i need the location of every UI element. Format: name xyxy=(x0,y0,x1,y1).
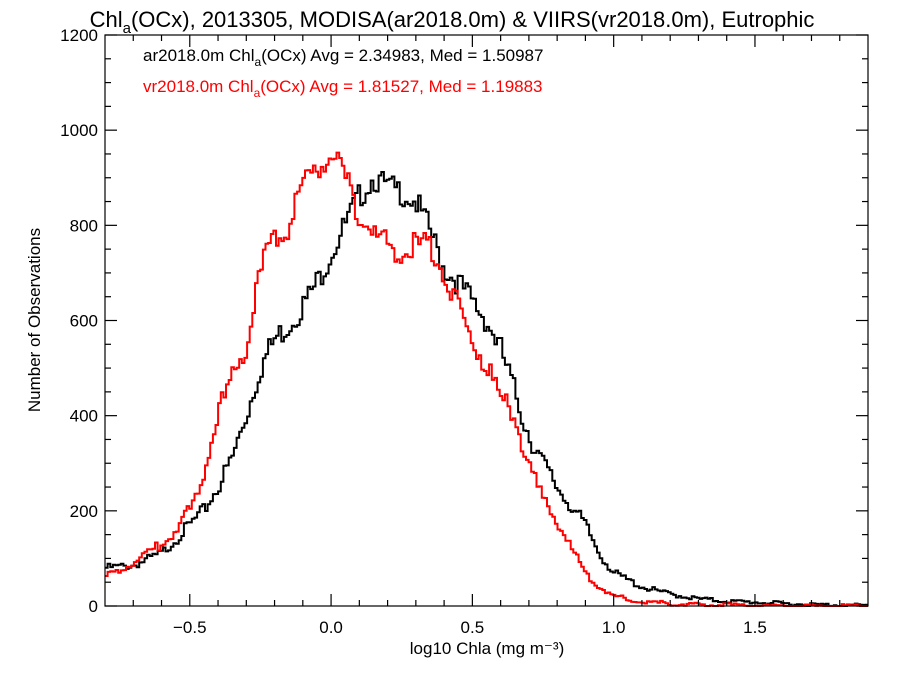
tick-layer: −0.5 0.0 0.5 1.0 1.5 0 200 400 600 800 1000 1200 xyxy=(60,26,868,637)
y-tick-label: 0 xyxy=(89,597,98,616)
chart-title-pre: Chl xyxy=(90,7,123,32)
legend-vr2018-sub: a xyxy=(254,86,261,100)
legend-entry-ar2018: ar2018.0m Chla(OCx) Avg = 2.34983, Med =… xyxy=(143,46,543,69)
x-tick-label: −0.5 xyxy=(173,618,207,637)
plot-frame xyxy=(104,34,869,607)
x-tick-label: 1.0 xyxy=(602,618,626,637)
series-layer xyxy=(105,151,868,607)
y-tick-label: 1000 xyxy=(60,121,98,140)
y-tick-label: 1200 xyxy=(60,26,98,45)
legend-entry-vr2018: vr2018.0m Chla(OCx) Avg = 1.81527, Med =… xyxy=(143,77,543,100)
legend-ar2018-post: (OCx) Avg = 2.34983, Med = 1.50987 xyxy=(261,46,543,65)
legend-vr2018-post: (OCx) Avg = 1.81527, Med = 1.19883 xyxy=(260,77,542,96)
y-tick-label: 200 xyxy=(70,502,98,521)
x-tick-label: 0.0 xyxy=(319,618,343,637)
legend-vr2018-pre: vr2018.0m Chl xyxy=(143,77,254,96)
x-tick-label: 0.5 xyxy=(461,618,485,637)
x-axis-label: log10 Chla (mg m⁻³) xyxy=(410,639,564,658)
y-tick-label: 400 xyxy=(70,407,98,426)
y-axis-label: Number of Observations xyxy=(25,228,44,412)
series-line-1 xyxy=(105,151,868,607)
x-tick-label: 1.5 xyxy=(743,618,767,637)
legend-ar2018-pre: ar2018.0m Chl xyxy=(143,46,255,65)
chart-title-sub: a xyxy=(123,20,132,37)
series-line-0 xyxy=(105,171,868,607)
chart-title: Chla(OCx), 2013305, MODISA(ar2018.0m) & … xyxy=(90,7,815,37)
y-tick-label: 800 xyxy=(70,216,98,235)
y-tick-label: 600 xyxy=(70,312,98,331)
legend-ar2018-sub: a xyxy=(255,55,262,69)
chart-title-post: (OCx), 2013305, MODISA(ar2018.0m) & VIIR… xyxy=(131,7,814,32)
